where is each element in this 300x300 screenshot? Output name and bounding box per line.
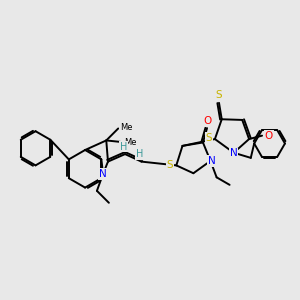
Text: O: O [203,116,211,126]
Text: N: N [99,169,107,179]
Text: H: H [136,149,143,159]
Text: N: N [230,148,238,158]
Text: S: S [216,90,222,100]
Text: N: N [208,156,216,166]
Text: S: S [167,160,173,170]
Text: H: H [120,142,127,152]
Text: S: S [206,133,212,143]
Text: Me: Me [120,123,132,132]
Text: Me: Me [124,138,137,147]
Text: O: O [265,131,273,141]
